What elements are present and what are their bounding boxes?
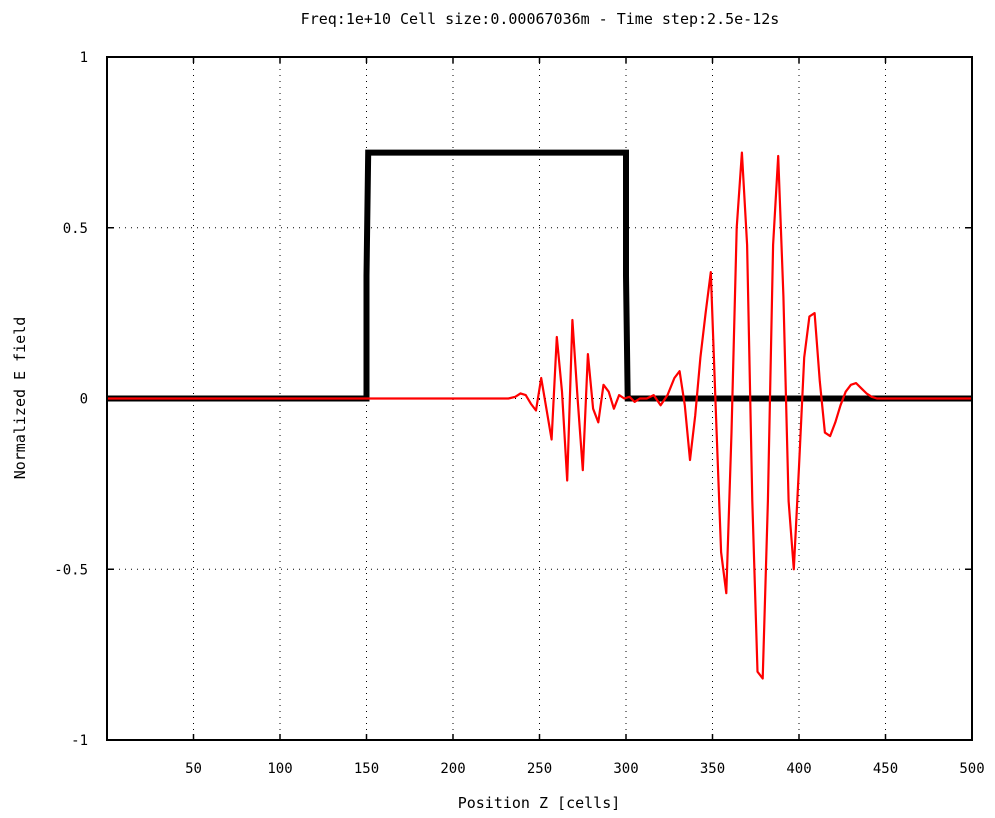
y-tick-labels: 1 0.5 0 -0.5 -1 xyxy=(54,50,88,749)
chart-title: Freq:1e+10 Cell size:0.00067036m - Time … xyxy=(301,10,780,28)
plot-frame xyxy=(106,56,973,741)
y-axis-label: Normalized E field xyxy=(11,317,29,480)
y-tick-label: 0.5 xyxy=(63,221,88,237)
series-group xyxy=(107,149,972,680)
x-tick-label: 200 xyxy=(440,761,465,777)
x-tick-labels: 50 100 150 200 250 300 350 400 450 500 xyxy=(185,761,985,777)
y-tick-label: 0 xyxy=(80,392,88,408)
x-tick-label: 350 xyxy=(700,761,725,777)
y-tick-label: 1 xyxy=(80,50,88,66)
x-tick-label: 300 xyxy=(613,761,638,777)
x-tick-label: 450 xyxy=(873,761,898,777)
x-tick-label: 500 xyxy=(959,761,984,777)
x-tick-label: 50 xyxy=(185,761,202,777)
y-tick-label: -0.5 xyxy=(54,562,88,578)
series-line-black xyxy=(107,149,972,402)
x-tick-label: 100 xyxy=(267,761,292,777)
x-tick-label: 250 xyxy=(527,761,552,777)
x-tick-label: 400 xyxy=(786,761,811,777)
series-line-red xyxy=(107,151,972,680)
y-tick-label: -1 xyxy=(71,733,88,749)
x-tick-label: 150 xyxy=(354,761,379,777)
x-axis-label: Position Z [cells] xyxy=(458,794,621,812)
